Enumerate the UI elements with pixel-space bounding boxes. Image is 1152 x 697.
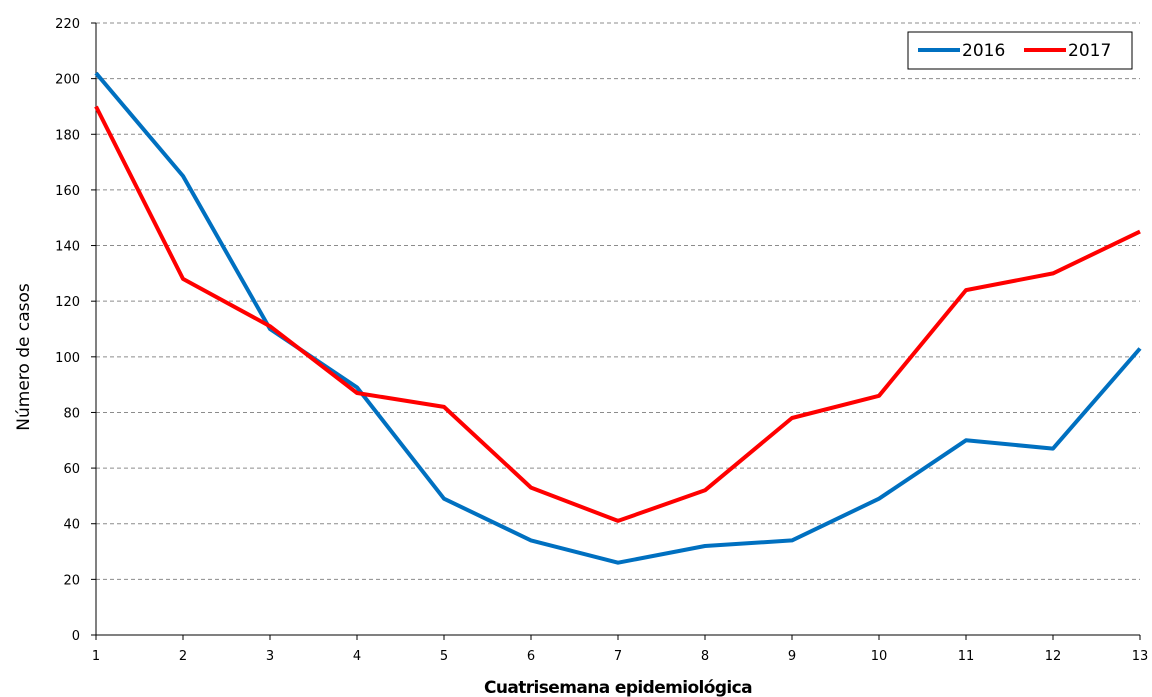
- y-tick-label: 0: [72, 629, 80, 644]
- y-tick-label: 100: [55, 351, 80, 366]
- y-tick-label: 160: [55, 184, 80, 199]
- x-tick-label: 6: [527, 649, 535, 664]
- y-axis-title: Número de casos: [14, 283, 34, 431]
- legend-label-2017: 2017: [1068, 41, 1111, 61]
- series-line-2016: [94, 71, 1142, 565]
- legend: 2016 2017: [907, 31, 1133, 70]
- y-tick-label: 180: [55, 128, 80, 143]
- series-line-2017: [94, 105, 1141, 523]
- legend-label-2016: 2016: [962, 41, 1005, 61]
- x-tick-label: 2: [179, 649, 187, 664]
- x-tick-label: 10: [871, 649, 888, 664]
- x-tick-label: 11: [958, 649, 975, 664]
- x-tick-label: 4: [353, 649, 361, 664]
- x-tick-label: 5: [440, 649, 448, 664]
- y-tick-label: 200: [55, 73, 80, 88]
- y-tick-label: 40: [63, 518, 80, 533]
- x-tick-label: 9: [788, 649, 796, 664]
- x-tick-label: 3: [266, 649, 274, 664]
- y-tick-label: 80: [63, 406, 80, 421]
- x-tick-label: 8: [701, 649, 709, 664]
- y-tick-label: 120: [55, 295, 80, 310]
- y-tick-label: 220: [55, 17, 80, 32]
- y-tick-label: 20: [63, 573, 80, 588]
- x-tick-label: 1: [92, 649, 100, 664]
- y-tick-label: 60: [63, 462, 80, 477]
- series-lines: [94, 71, 1142, 565]
- gridlines: [96, 22, 1140, 580]
- x-tick-label: 12: [1045, 649, 1062, 664]
- x-tick-label: 13: [1132, 649, 1149, 664]
- x-axis-title: Cuatrisemana epidemiológica: [484, 678, 752, 697]
- x-tick-label: 7: [614, 649, 622, 664]
- legend-box: [907, 31, 1133, 70]
- y-tick-label: 140: [55, 240, 80, 255]
- axes: [91, 22, 1141, 640]
